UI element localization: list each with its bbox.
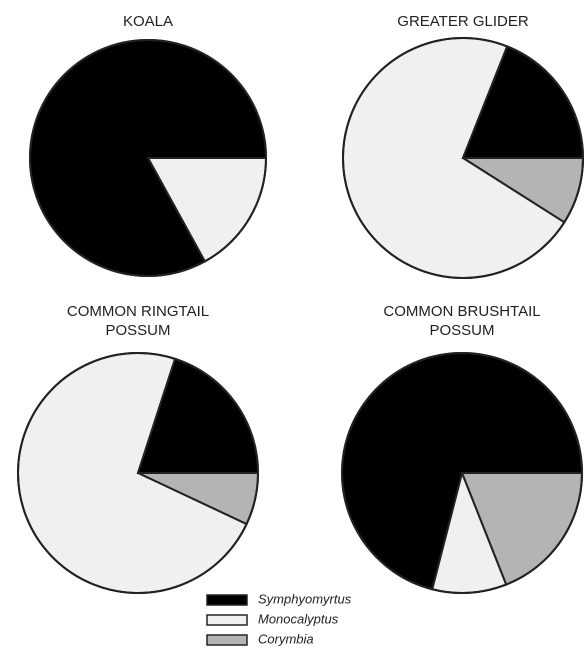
pie-title: GREATER GLIDER [397, 13, 529, 30]
legend-label: Symphyomyrtus [258, 591, 352, 606]
legend-swatch [206, 614, 248, 626]
pie-title: COMMON RINGTAIL POSSUM [66, 303, 210, 339]
pie-title: COMMON BRUSHTAIL POSSUM [383, 303, 541, 339]
pie-outline [29, 39, 267, 277]
pie-outline [341, 352, 583, 594]
pie-title: KOALA [122, 13, 174, 30]
legend-label: Monocalyptus [258, 611, 339, 626]
legend-swatch [206, 594, 248, 606]
legend-swatch [206, 634, 248, 646]
pie-outline [17, 352, 259, 594]
legend-label: Corymbia [258, 631, 314, 646]
pie-outline [342, 37, 584, 279]
